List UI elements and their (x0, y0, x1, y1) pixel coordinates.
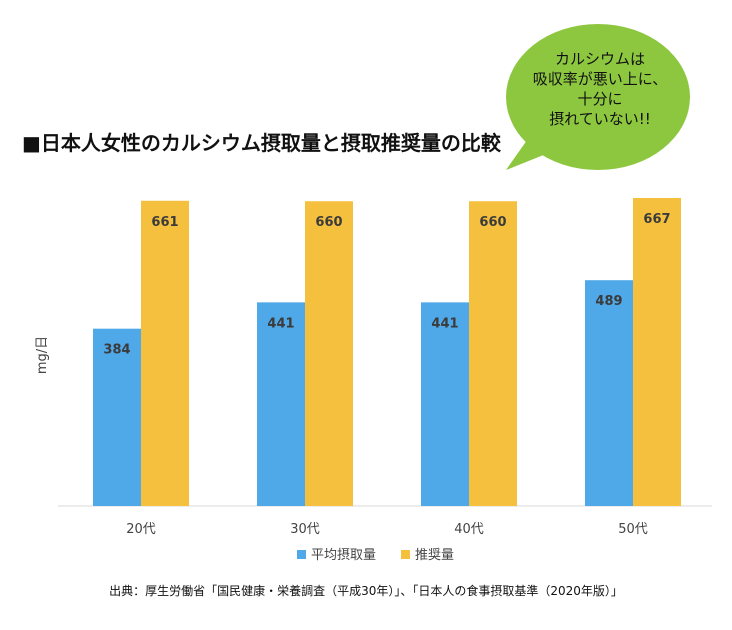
bar-recommended (141, 200, 189, 506)
bar-recommended (633, 198, 681, 507)
bar-average (93, 328, 141, 506)
bubble-line: 摂れていない!! (549, 110, 651, 128)
bars-layer: 384 661 441 660 441 660 489 667 (93, 198, 681, 507)
data-label-average: 441 (431, 316, 458, 331)
x-tick-label: 30代 (290, 522, 320, 537)
legend-label-average: 平均摂取量 (311, 547, 376, 563)
legend-swatch-average (297, 550, 306, 559)
legend: 平均摂取量 推奨量 (297, 547, 454, 563)
data-label-recommended: 661 (151, 215, 178, 230)
bar-recommended (469, 201, 517, 506)
bar-recommended (305, 201, 353, 506)
legend-swatch-recommended (401, 550, 410, 559)
bar-average (585, 280, 633, 506)
legend-label-recommended: 推奨量 (415, 548, 454, 563)
bubble-line: 吸収率が悪い上に、 (533, 70, 668, 88)
speech-bubble: カルシウムは 吸収率が悪い上に、 十分に 摂れていない!! (506, 24, 690, 170)
data-label-recommended: 667 (643, 212, 670, 227)
bubble-line: カルシウムは (555, 50, 645, 68)
data-label-recommended: 660 (479, 215, 506, 230)
speech-bubble-tail (506, 133, 556, 170)
data-label-average: 441 (267, 316, 294, 331)
source-note: 出典：厚生労働省「国民健康・栄養調査（平成30年）」、「日本人の食事摂取基準（2… (109, 583, 623, 598)
bar-average (257, 302, 305, 506)
bubble-line: 十分に (577, 90, 622, 108)
x-tick-label: 40代 (454, 522, 484, 537)
ticks-layer: 20代 30代 40代 50代 (126, 522, 648, 537)
bar-average (421, 302, 469, 506)
x-tick-label: 20代 (126, 522, 156, 537)
data-label-average: 384 (103, 343, 130, 358)
y-axis-label: mg/日 (35, 336, 50, 374)
data-label-average: 489 (595, 294, 622, 309)
x-tick-label: 50代 (618, 522, 648, 537)
chart-title: ■日本人女性のカルシウム摂取量と摂取推奨量の比較 (22, 131, 502, 155)
speech-bubble-shape (506, 24, 690, 170)
data-label-recommended: 660 (315, 215, 342, 230)
